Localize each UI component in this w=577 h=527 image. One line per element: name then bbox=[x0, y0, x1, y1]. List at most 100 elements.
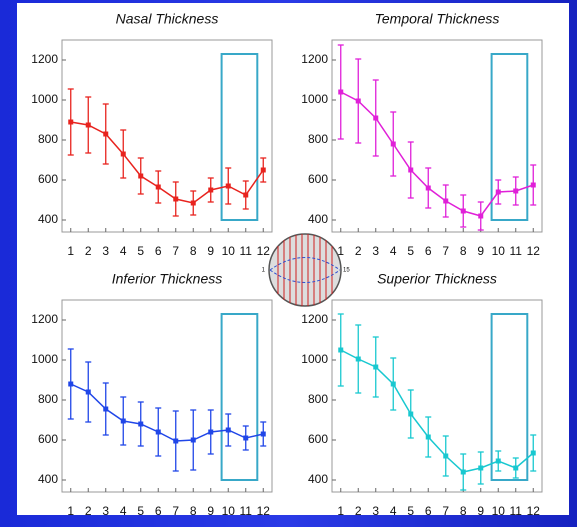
x-tick-label: 5 bbox=[407, 244, 414, 258]
point bbox=[513, 188, 519, 194]
y-tick-label: 1200 bbox=[301, 52, 328, 66]
point bbox=[225, 183, 231, 189]
x-tick-label: 12 bbox=[257, 244, 271, 258]
x-tick-label: 1 bbox=[337, 244, 344, 258]
x-tick-label: 6 bbox=[155, 244, 162, 258]
x-tick-label: 5 bbox=[137, 244, 144, 258]
point bbox=[338, 347, 344, 353]
point bbox=[103, 406, 109, 412]
x-tick-label: 4 bbox=[390, 504, 397, 518]
chart-title: Temporal Thickness bbox=[375, 11, 500, 27]
point bbox=[208, 187, 214, 193]
point bbox=[513, 465, 519, 471]
y-tick-label: 1200 bbox=[31, 312, 58, 326]
y-tick-label: 400 bbox=[308, 212, 328, 226]
x-tick-label: 1 bbox=[337, 504, 344, 518]
series-line bbox=[340, 349, 534, 473]
chart-title: Superior Thickness bbox=[377, 271, 497, 287]
point bbox=[85, 389, 91, 395]
highlight-box bbox=[490, 53, 529, 221]
x-tick-label: 6 bbox=[155, 504, 162, 518]
point bbox=[190, 200, 196, 206]
point bbox=[443, 453, 449, 459]
x-tick-label: 6 bbox=[425, 504, 432, 518]
point bbox=[460, 469, 466, 475]
x-tick-label: 3 bbox=[102, 244, 109, 258]
point bbox=[138, 173, 144, 179]
x-tick-label: 12 bbox=[527, 244, 541, 258]
x-tick-label: 7 bbox=[442, 244, 449, 258]
point bbox=[243, 435, 249, 441]
diagram-label: 15 bbox=[343, 268, 350, 274]
point bbox=[155, 429, 161, 435]
chart-title: Nasal Thickness bbox=[116, 11, 219, 27]
y-tick-label: 800 bbox=[308, 392, 328, 406]
x-tick-label: 9 bbox=[207, 244, 214, 258]
x-tick-label: 2 bbox=[85, 244, 92, 258]
point bbox=[68, 119, 74, 125]
x-tick-label: 10 bbox=[492, 504, 506, 518]
x-tick-label: 4 bbox=[120, 504, 127, 518]
x-tick-label: 11 bbox=[510, 244, 523, 258]
point bbox=[478, 465, 484, 471]
diagram-label: 1 bbox=[262, 268, 266, 274]
highlight-box bbox=[220, 53, 259, 221]
point bbox=[68, 381, 74, 387]
point bbox=[408, 411, 414, 417]
series-line bbox=[340, 91, 534, 217]
x-tick-label: 7 bbox=[172, 244, 179, 258]
y-tick-label: 600 bbox=[38, 172, 58, 186]
retina-diagram: 1 15 bbox=[262, 233, 350, 307]
x-tick-label: 8 bbox=[190, 504, 197, 518]
x-tick-label: 1 bbox=[67, 244, 74, 258]
point bbox=[355, 356, 361, 362]
point bbox=[208, 429, 214, 435]
y-tick-label: 600 bbox=[308, 432, 328, 446]
x-tick-label: 4 bbox=[390, 244, 397, 258]
x-tick-label: 10 bbox=[492, 244, 506, 258]
x-tick-label: 6 bbox=[425, 244, 432, 258]
point bbox=[338, 89, 344, 95]
x-tick-label: 5 bbox=[407, 504, 414, 518]
y-tick-label: 1000 bbox=[301, 352, 328, 366]
point bbox=[390, 381, 396, 387]
y-tick-label: 400 bbox=[38, 212, 58, 226]
plot-frame bbox=[331, 299, 543, 493]
y-tick-label: 800 bbox=[38, 392, 58, 406]
y-tick-label: 1000 bbox=[31, 352, 58, 366]
x-tick-label: 5 bbox=[137, 504, 144, 518]
x-tick-label: 11 bbox=[240, 504, 253, 518]
point bbox=[155, 184, 161, 190]
x-tick-label: 8 bbox=[460, 504, 467, 518]
x-tick-label: 9 bbox=[477, 504, 484, 518]
x-tick-label: 3 bbox=[372, 244, 379, 258]
y-tick-label: 1200 bbox=[31, 52, 58, 66]
point bbox=[120, 151, 126, 157]
point bbox=[173, 438, 179, 444]
point bbox=[190, 437, 196, 443]
y-tick-label: 800 bbox=[308, 132, 328, 146]
point bbox=[478, 213, 484, 219]
point bbox=[530, 450, 536, 456]
x-tick-label: 2 bbox=[355, 244, 362, 258]
x-tick-label: 11 bbox=[510, 504, 523, 518]
plot-frame bbox=[61, 39, 273, 233]
point bbox=[530, 182, 536, 188]
y-tick-label: 1200 bbox=[301, 312, 328, 326]
x-tick-label: 9 bbox=[477, 244, 484, 258]
point bbox=[373, 115, 379, 121]
plot-frame bbox=[331, 39, 543, 233]
highlight-box bbox=[490, 313, 529, 481]
x-tick-label: 11 bbox=[240, 244, 253, 258]
point bbox=[495, 458, 501, 464]
chart-title: Inferior Thickness bbox=[112, 271, 222, 287]
point bbox=[373, 364, 379, 370]
point bbox=[260, 431, 266, 437]
point bbox=[138, 421, 144, 427]
point bbox=[260, 167, 266, 173]
